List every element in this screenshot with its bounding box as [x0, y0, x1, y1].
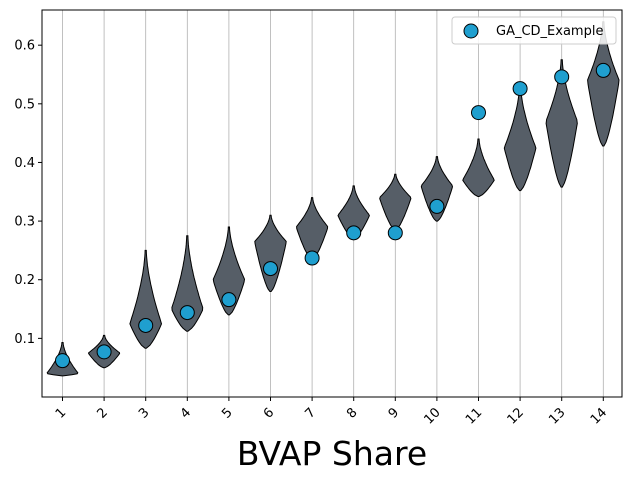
plot-frame: [41, 9, 623, 398]
x-axis-label: BVAP Share: [237, 434, 427, 473]
data-point: [471, 105, 486, 121]
violin: [171, 235, 204, 332]
legend-box: [451, 16, 617, 45]
violin: [545, 59, 578, 188]
y-tick-label: 0.6: [14, 39, 35, 54]
violins: [46, 21, 620, 377]
violin: [462, 138, 495, 197]
legend-marker: [463, 23, 479, 39]
y-tick-label: 0.4: [14, 156, 35, 171]
data-point: [429, 198, 445, 214]
legend-label: GA_CD_Example: [496, 24, 603, 39]
data-point: [221, 292, 237, 308]
y-tick-label: 0.5: [14, 97, 35, 112]
data-point: [387, 225, 403, 241]
data-point: [346, 225, 362, 241]
violin: [503, 85, 537, 192]
data-point: [554, 69, 570, 85]
violin: [587, 21, 620, 147]
data-point: [512, 81, 528, 97]
legend: GA_CD_Example: [451, 16, 617, 45]
data-point: [304, 250, 320, 266]
violin: [212, 226, 246, 316]
y-axis: 0.1 0.2 0.3 0.4 0.5 0.6: [14, 39, 42, 347]
y-tick-label: 0.1: [14, 332, 35, 347]
data-point: [96, 344, 112, 360]
y-tick-label: 0.2: [14, 273, 35, 288]
data-point: [595, 62, 611, 78]
data-point: [138, 317, 154, 333]
data-point: [263, 261, 278, 277]
violin: [420, 156, 454, 222]
y-tick-label: 0.3: [14, 215, 35, 230]
data-point: [55, 353, 70, 369]
data-point: [179, 305, 195, 321]
violin: [129, 249, 163, 349]
data-points: [55, 62, 611, 369]
violin: [254, 214, 287, 292]
